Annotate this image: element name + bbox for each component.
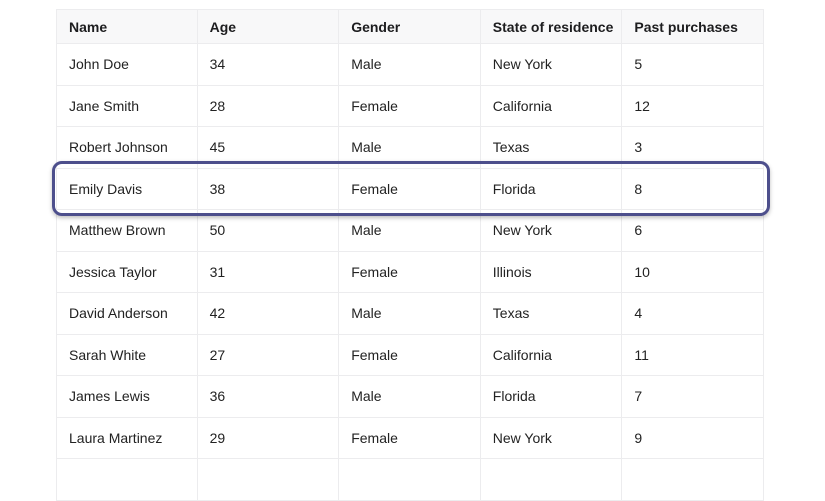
table-cell: Female xyxy=(339,85,481,126)
table-cell: 50 xyxy=(198,210,340,251)
table-cell: New York xyxy=(481,44,623,85)
table-cell: Illinois xyxy=(481,251,623,292)
column-header[interactable]: Past purchases xyxy=(622,10,764,43)
table-cell xyxy=(56,459,198,500)
table-row[interactable]: Emily Davis 38 Female Florida 8 xyxy=(56,168,764,210)
table-cell: 36 xyxy=(198,376,340,417)
table-cell: 45 xyxy=(198,127,340,168)
table-row-partial xyxy=(56,459,764,501)
table-cell: 8 xyxy=(622,168,764,209)
table-cell: Florida xyxy=(481,376,623,417)
table-cell: David Anderson xyxy=(56,293,198,334)
table-cell: Matthew Brown xyxy=(56,210,198,251)
table-row[interactable]: Sarah White 27 Female California 11 xyxy=(56,334,764,376)
table-row[interactable]: John Doe 34 Male New York 5 xyxy=(56,44,764,86)
table-cell: Robert Johnson xyxy=(56,127,198,168)
table-cell: Male xyxy=(339,127,481,168)
table-cell: Sarah White xyxy=(56,334,198,375)
table-cell: John Doe xyxy=(56,44,198,85)
table-cell: 28 xyxy=(198,85,340,126)
column-header[interactable]: Name xyxy=(56,10,198,43)
table-cell: 10 xyxy=(622,251,764,292)
table-cell: 6 xyxy=(622,210,764,251)
table-row[interactable]: Matthew Brown 50 Male New York 6 xyxy=(56,210,764,252)
column-header[interactable]: Gender xyxy=(339,10,481,43)
column-header[interactable]: Age xyxy=(198,10,340,43)
table-cell: 31 xyxy=(198,251,340,292)
table-cell: Florida xyxy=(481,168,623,209)
table-row[interactable]: Laura Martinez 29 Female New York 9 xyxy=(56,417,764,459)
table-row[interactable]: Jane Smith 28 Female California 12 xyxy=(56,85,764,127)
table-cell: Male xyxy=(339,293,481,334)
table-cell: Female xyxy=(339,417,481,458)
table-row[interactable]: David Anderson 42 Male Texas 4 xyxy=(56,293,764,335)
table-cell xyxy=(481,459,623,500)
table-cell: 4 xyxy=(622,293,764,334)
table-cell: 5 xyxy=(622,44,764,85)
table-cell: Texas xyxy=(481,127,623,168)
table-cell: James Lewis xyxy=(56,376,198,417)
table-cell: Female xyxy=(339,251,481,292)
table-cell xyxy=(339,459,481,500)
table-cell: Laura Martinez xyxy=(56,417,198,458)
table-cell: Emily Davis xyxy=(56,168,198,209)
table-cell: California xyxy=(481,334,623,375)
table-cell: Jane Smith xyxy=(56,85,198,126)
table-cell: California xyxy=(481,85,623,126)
table-cell: 29 xyxy=(198,417,340,458)
table-cell: Texas xyxy=(481,293,623,334)
table-cell: 42 xyxy=(198,293,340,334)
table-cell: Male xyxy=(339,44,481,85)
table-cell: Female xyxy=(339,334,481,375)
table-row[interactable]: Jessica Taylor 31 Female Illinois 10 xyxy=(56,251,764,293)
table-cell xyxy=(198,459,340,500)
table-header-row: Name Age Gender State of residence Past purc… xyxy=(56,10,764,44)
column-header[interactable]: State of residence xyxy=(481,10,623,43)
table-cell: 3 xyxy=(622,127,764,168)
table-cell: 7 xyxy=(622,376,764,417)
table-cell: 38 xyxy=(198,168,340,209)
table-row[interactable]: Robert Johnson 45 Male Texas 3 xyxy=(56,127,764,169)
table-cell: 9 xyxy=(622,417,764,458)
table-cell: New York xyxy=(481,210,623,251)
table-cell: 34 xyxy=(198,44,340,85)
customer-table: Name Age Gender State of residence Past purc… xyxy=(56,9,764,501)
table-cell: 11 xyxy=(622,334,764,375)
table-row[interactable]: James Lewis 36 Male Florida 7 xyxy=(56,376,764,418)
table-cell: Male xyxy=(339,376,481,417)
table-cell: 27 xyxy=(198,334,340,375)
table-cell: 12 xyxy=(622,85,764,126)
table-cell: Jessica Taylor xyxy=(56,251,198,292)
table-cell xyxy=(622,459,764,500)
table-cell: Male xyxy=(339,210,481,251)
table-cell: Female xyxy=(339,168,481,209)
table-cell: New York xyxy=(481,417,623,458)
